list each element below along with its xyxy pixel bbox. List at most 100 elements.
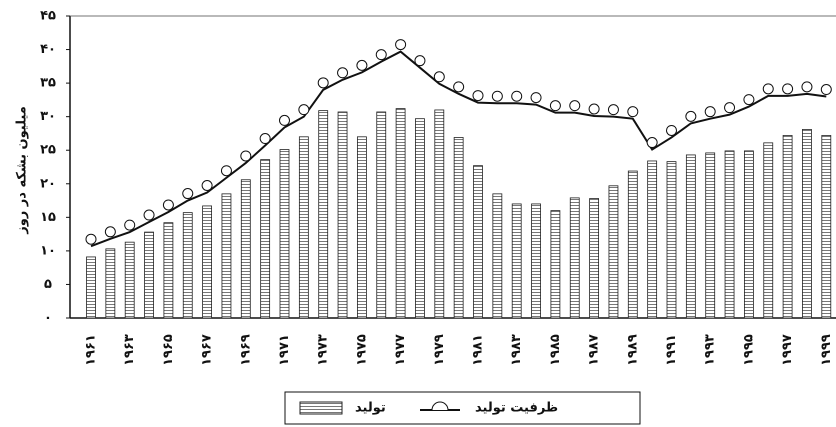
line-marker — [434, 72, 444, 82]
line-marker — [125, 220, 135, 230]
bar — [222, 194, 231, 318]
line-marker — [415, 56, 425, 66]
line-marker — [473, 91, 483, 101]
y-tick-label: ۰ — [44, 311, 52, 326]
bar — [241, 180, 250, 318]
y-tick-label: ۲۵ — [40, 143, 56, 158]
bar — [203, 206, 212, 318]
line-marker — [202, 181, 212, 191]
x-tick-label: ۱۹۸۵ — [548, 334, 563, 366]
line-marker — [280, 115, 290, 125]
bar — [512, 204, 521, 318]
bar — [706, 153, 715, 318]
line-marker — [396, 40, 406, 50]
y-tick-label: ۴۵ — [40, 9, 56, 24]
line-marker — [86, 234, 96, 244]
x-tick-label: ۱۹۷۹ — [432, 334, 447, 366]
chart: میلیون بشکه در روز ۰۵۱۰۱۵۲۰۲۵۳۰۳۵۴۰۴۵۱۹۶… — [0, 0, 836, 427]
line-marker — [163, 200, 173, 210]
line-marker — [783, 84, 793, 94]
x-tick-label: ۱۹۷۵ — [354, 334, 369, 366]
line-marker — [628, 107, 638, 117]
x-tick-label: ۱۹۷۱ — [277, 334, 292, 366]
bar — [454, 137, 463, 318]
bar — [648, 161, 657, 318]
bar — [686, 155, 695, 318]
bar — [319, 111, 328, 318]
x-tick-label: ۱۹۸۱ — [471, 334, 486, 366]
bar — [822, 135, 831, 318]
x-tick-label: ۱۹۸۳ — [509, 334, 524, 366]
line-marker — [512, 91, 522, 101]
legend-swatch — [300, 402, 342, 414]
bar — [183, 213, 192, 318]
y-tick-label: ۲۰ — [40, 176, 56, 191]
line-marker — [376, 50, 386, 60]
bar — [532, 204, 541, 318]
line-marker — [492, 91, 502, 101]
line-marker — [570, 101, 580, 111]
line-marker — [531, 93, 541, 103]
bar — [338, 112, 347, 318]
line-marker — [589, 104, 599, 114]
bar — [474, 166, 483, 318]
line-marker — [647, 138, 657, 148]
line-marker — [454, 82, 464, 92]
x-tick-label: ۱۹۹۵ — [741, 334, 756, 366]
bar — [377, 112, 386, 318]
bar — [87, 257, 96, 318]
line-marker — [608, 105, 618, 115]
x-tick-label: ۱۹۶۷ — [200, 334, 215, 366]
bar — [493, 194, 502, 318]
bar — [802, 129, 811, 318]
bar — [764, 143, 773, 318]
bar — [667, 162, 676, 318]
bar — [628, 171, 637, 318]
bar — [357, 137, 366, 318]
y-tick-label: ۱۰ — [40, 243, 56, 258]
bar — [299, 137, 308, 318]
line-marker — [260, 134, 270, 144]
line-marker — [338, 68, 348, 78]
line-marker — [318, 78, 328, 88]
bar — [396, 109, 405, 318]
line-marker — [221, 166, 231, 176]
x-tick-label: ۱۹۷۳ — [316, 334, 331, 366]
x-tick-label: ۱۹۹۱ — [664, 334, 679, 366]
legend-label: ظرفیت تولید — [475, 401, 558, 416]
line-marker — [821, 85, 831, 95]
x-tick-label: ۱۹۸۷ — [587, 334, 602, 366]
line-marker — [550, 101, 560, 111]
y-tick-label: ۵ — [44, 277, 52, 292]
x-tick-label: ۱۹۸۹ — [625, 334, 640, 366]
x-tick-label: ۱۹۷۷ — [393, 334, 408, 366]
bar — [590, 199, 599, 318]
bar — [744, 151, 753, 318]
y-tick-label: ۴۰ — [40, 42, 56, 57]
x-tick-label: ۱۹۶۹ — [238, 334, 253, 366]
line-marker — [705, 107, 715, 117]
x-tick-label: ۱۹۹۹ — [819, 334, 834, 366]
x-tick-label: ۱۹۶۵ — [161, 334, 176, 366]
bar — [280, 150, 289, 318]
legend-swatch — [432, 402, 448, 410]
y-axis-label: میلیون بشکه در روز — [15, 106, 30, 235]
bar — [125, 242, 134, 318]
line-marker — [105, 227, 115, 237]
x-tick-label: ۱۹۶۳ — [122, 334, 137, 366]
line-marker — [763, 84, 773, 94]
x-tick-label: ۱۹۹۳ — [703, 334, 718, 366]
line-marker — [183, 189, 193, 199]
bar — [609, 186, 618, 318]
bar — [164, 223, 173, 318]
bar — [435, 110, 444, 318]
legend-label: تولید — [355, 401, 386, 416]
bar — [551, 211, 560, 318]
line-marker — [357, 60, 367, 70]
bar — [106, 249, 115, 318]
line-marker — [802, 82, 812, 92]
line-marker — [667, 125, 677, 135]
bar — [725, 151, 734, 318]
x-tick-label: ۱۹۶۱ — [84, 334, 99, 366]
bar — [570, 198, 579, 318]
